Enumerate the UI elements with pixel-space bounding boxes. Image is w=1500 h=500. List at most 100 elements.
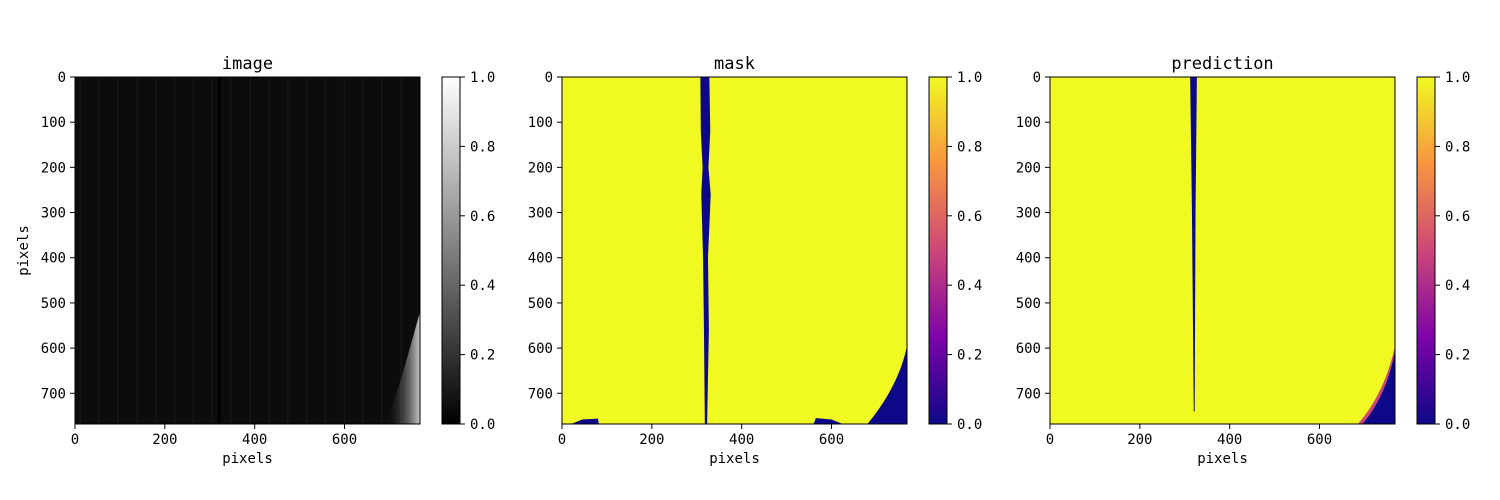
- background-patch: [570, 418, 599, 424]
- image-texture-line: [173, 77, 176, 424]
- panel-mask: mask 0 200 400 600 0 100 200 300 400 500 600 700 pixe…: [528, 54, 983, 467]
- colorbar-tick-label: 0.6: [470, 209, 495, 225]
- y-tick-label: 400: [1016, 251, 1041, 267]
- background-patch: [813, 418, 843, 424]
- y-tick-label: 200: [528, 160, 553, 176]
- image-texture-line: [268, 77, 270, 424]
- colorbar-tick-label: 0.4: [1445, 278, 1470, 294]
- colorbar-tick-label: 0.0: [470, 417, 495, 433]
- colorbar: 0.0 0.2 0.4 0.6 0.8 1.0: [1416, 70, 1470, 433]
- image-texture-line: [381, 77, 383, 424]
- x-tick-label: 0: [1046, 432, 1054, 448]
- y-tick-label: 600: [1016, 341, 1041, 357]
- image-dark-streak: [217, 77, 221, 424]
- image-background: [75, 77, 420, 424]
- background-gap: [700, 77, 711, 424]
- image-texture-line: [136, 77, 138, 424]
- panel-prediction: prediction 0 200 400 600 0 100 200 300 400 500 600 7…: [1016, 54, 1471, 467]
- background-gap: [1190, 77, 1197, 412]
- colorbar: 0.0 0.2 0.4 0.6 0.8 1.0: [441, 70, 495, 433]
- colorbar-tick-label: 0.0: [957, 417, 982, 433]
- image-texture-line: [305, 77, 308, 424]
- x-axis-label: pixels: [709, 451, 760, 467]
- colorbar-tick-label: 0.4: [470, 278, 495, 294]
- image-texture-line: [230, 77, 232, 424]
- panel-image: image 0 200 400 600 0 100 200 300 400 500 600 700 pix…: [16, 54, 495, 467]
- y-tick-label: 0: [545, 70, 553, 86]
- y-tick-label: 300: [528, 206, 553, 222]
- image-texture-line: [400, 77, 402, 424]
- y-tick-label: 600: [41, 341, 66, 357]
- x-axis-label: pixels: [222, 451, 273, 467]
- image-texture-line: [287, 77, 289, 424]
- image-texture-line: [98, 77, 100, 424]
- y-tick-label: 200: [41, 160, 66, 176]
- chart-title: image: [222, 54, 273, 74]
- image-texture-line: [343, 77, 346, 424]
- background-corner: [867, 345, 907, 424]
- heatmap-prediction: [1050, 77, 1395, 424]
- colorbar-tick-label: 1.0: [1445, 70, 1470, 86]
- y-tick-label: 700: [528, 386, 553, 402]
- colorbar-tick-label: 0.0: [1445, 417, 1470, 433]
- y-tick-label: 300: [41, 206, 66, 222]
- image-bright-edge: [384, 311, 420, 424]
- chart-title: prediction: [1171, 54, 1273, 74]
- heatmap-mask: [562, 77, 907, 424]
- y-tick-label: 600: [528, 341, 553, 357]
- y-tick-label: 400: [41, 251, 66, 267]
- y-tick-label: 700: [41, 386, 66, 402]
- x-tick-label: 400: [242, 432, 267, 448]
- y-tick-label: 0: [58, 70, 66, 86]
- colorbar-tick-label: 0.4: [957, 278, 982, 294]
- y-tick-label: 500: [41, 296, 66, 312]
- colorbar: 0.0 0.2 0.4 0.6 0.8 1.0: [928, 70, 982, 433]
- x-tick-label: 600: [819, 432, 844, 448]
- y-tick-label: 400: [528, 251, 553, 267]
- colorbar-tick-label: 1.0: [470, 70, 495, 86]
- heatmap-image: [75, 77, 420, 424]
- colorbar-tick-label: 0.2: [957, 348, 982, 364]
- foreground-region: [562, 77, 907, 424]
- plot-frame: [74, 76, 421, 425]
- colorbar-gradient: [928, 76, 948, 425]
- x-tick-label: 200: [152, 432, 177, 448]
- x-tick-label: 0: [71, 432, 79, 448]
- plot-frame: [561, 76, 908, 425]
- foreground-region: [1050, 77, 1395, 424]
- chart-title: mask: [714, 54, 755, 74]
- image-texture-line: [362, 77, 364, 424]
- y-tick-label: 200: [1016, 160, 1041, 176]
- colorbar-gradient: [1416, 76, 1436, 425]
- background-corner: [1362, 350, 1395, 424]
- image-texture-line: [79, 77, 81, 424]
- x-tick-label: 400: [729, 432, 754, 448]
- y-tick-label: 500: [1016, 296, 1041, 312]
- x-tick-label: 400: [1217, 432, 1242, 448]
- y-tick-label: 500: [528, 296, 553, 312]
- colorbar-tick-label: 0.8: [957, 139, 982, 155]
- x-tick-label: 600: [1307, 432, 1332, 448]
- y-tick-label: 100: [41, 115, 66, 131]
- x-axis-label: pixels: [1197, 451, 1248, 467]
- image-texture-line: [249, 77, 251, 424]
- x-tick-label: 200: [639, 432, 664, 448]
- y-tick-label: 300: [1016, 206, 1041, 222]
- y-tick-label: 0: [1033, 70, 1041, 86]
- image-texture-line: [192, 77, 195, 424]
- colorbar-tick-label: 0.6: [957, 209, 982, 225]
- image-texture-line: [211, 77, 214, 424]
- y-tick-label: 700: [1016, 386, 1041, 402]
- colorbar-tick-label: 0.8: [1445, 139, 1470, 155]
- image-texture-line: [117, 77, 119, 424]
- colorbar-gradient: [441, 76, 461, 425]
- x-tick-label: 0: [558, 432, 566, 448]
- colorbar-tick-label: 0.2: [1445, 348, 1470, 364]
- y-tick-label: 100: [528, 115, 553, 131]
- image-texture-line: [154, 77, 157, 424]
- y-tick-label: 100: [1016, 115, 1041, 131]
- image-texture-line: [324, 77, 327, 424]
- colorbar-tick-label: 0.6: [1445, 209, 1470, 225]
- colorbar-tick-label: 0.8: [470, 139, 495, 155]
